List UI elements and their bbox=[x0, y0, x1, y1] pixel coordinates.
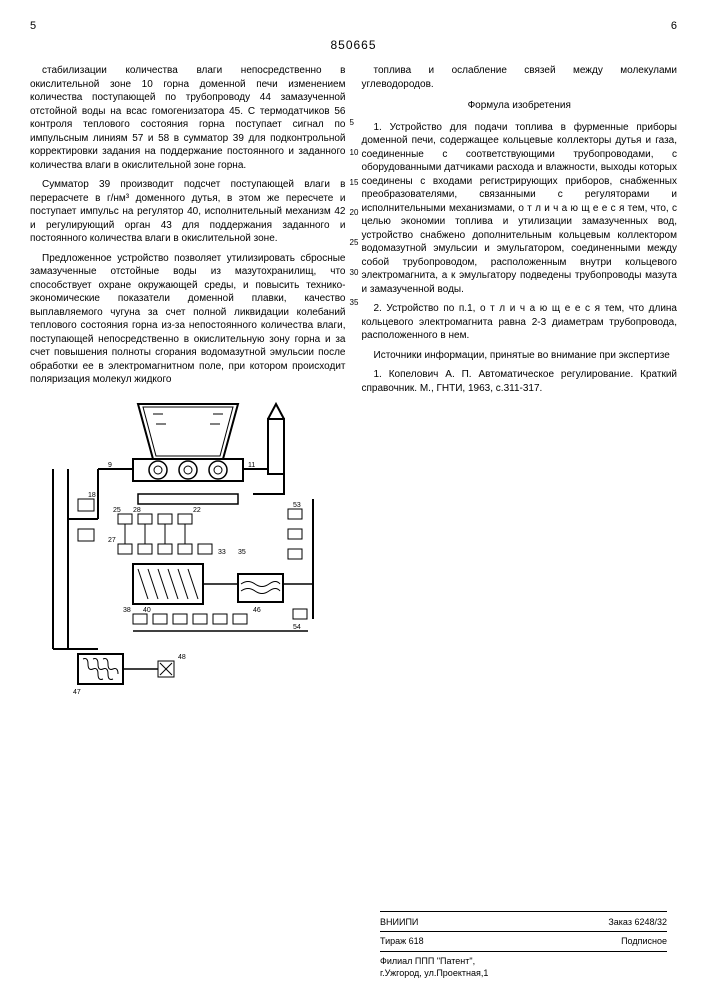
footer-order: Заказ 6248/32 bbox=[608, 916, 667, 929]
svg-text:33: 33 bbox=[218, 549, 226, 556]
svg-text:18: 18 bbox=[88, 492, 96, 499]
page-number-right: 6 bbox=[671, 20, 677, 32]
ln-35: 35 bbox=[350, 288, 359, 318]
svg-text:9: 9 bbox=[108, 462, 112, 469]
right-p2: 2. Устройство по п.1, о т л и ч а ю щ е … bbox=[362, 302, 678, 343]
left-p2: Сумматор 39 производит подсчет поступающ… bbox=[30, 178, 346, 246]
svg-text:40: 40 bbox=[143, 607, 151, 614]
svg-text:38: 38 bbox=[123, 607, 131, 614]
footer-line2: Тираж 618 Подписное bbox=[380, 935, 667, 952]
svg-text:22: 22 bbox=[193, 507, 201, 514]
page-number-left: 5 bbox=[30, 20, 36, 32]
document-number: 850665 bbox=[30, 38, 677, 52]
svg-text:53: 53 bbox=[293, 502, 301, 509]
page-numbers-row: 5 6 bbox=[30, 20, 677, 32]
svg-text:25: 25 bbox=[113, 507, 121, 514]
svg-text:27: 27 bbox=[108, 537, 116, 544]
left-column: стабилизации количества влаги непосредст… bbox=[30, 64, 346, 699]
schematic-figure: 9 11 18 25 28 22 27 33 35 38 40 46 47 48… bbox=[30, 399, 346, 699]
right-p1: 1. Устройство для подачи топлива в фурме… bbox=[362, 121, 678, 297]
svg-text:47: 47 bbox=[73, 689, 81, 696]
right-column: 5 10 15 20 25 30 35 топлива и ослабление… bbox=[362, 64, 678, 699]
text-columns: стабилизации количества влаги непосредст… bbox=[30, 64, 677, 699]
patent-page: 5 6 850665 стабилизации количества влаги… bbox=[0, 0, 707, 1000]
footer-tirazh: Тираж 618 bbox=[380, 935, 424, 948]
footer-org: ВНИИПИ bbox=[380, 916, 418, 929]
svg-text:54: 54 bbox=[293, 624, 301, 631]
svg-text:48: 48 bbox=[178, 654, 186, 661]
svg-text:11: 11 bbox=[248, 462, 255, 469]
ln-15: 15 bbox=[350, 168, 359, 198]
ln-30: 30 bbox=[350, 258, 359, 288]
footer-block: ВНИИПИ Заказ 6248/32 Тираж 618 Подписное… bbox=[380, 911, 667, 980]
left-p3: Предложенное устройство позволяет утилиз… bbox=[30, 252, 346, 387]
right-p0: топлива и ослабление связей между молеку… bbox=[362, 64, 678, 91]
footer-line1: ВНИИПИ Заказ 6248/32 bbox=[380, 916, 667, 933]
footer-branch: Филиал ППП "Патент", bbox=[380, 955, 667, 968]
svg-text:35: 35 bbox=[238, 549, 246, 556]
reference-1: 1. Копелович А. П. Автоматическое регули… bbox=[362, 368, 678, 395]
svg-text:46: 46 bbox=[253, 607, 261, 614]
line-numbers: 5 10 15 20 25 30 35 bbox=[350, 108, 359, 318]
ln-5: 5 bbox=[350, 108, 359, 138]
footer-address: г.Ужгород, ул.Проектная,1 bbox=[380, 967, 667, 980]
formula-title: Формула изобретения bbox=[362, 99, 678, 113]
left-p1: стабилизации количества влаги непосредст… bbox=[30, 64, 346, 172]
schematic-svg: 9 11 18 25 28 22 27 33 35 38 40 46 47 48… bbox=[38, 399, 338, 699]
ln-25: 25 bbox=[350, 228, 359, 258]
ln-20: 20 bbox=[350, 198, 359, 228]
sources-title: Источники информации, принятые во вниман… bbox=[362, 349, 678, 363]
ln-10: 10 bbox=[350, 138, 359, 168]
footer-sub: Подписное bbox=[621, 935, 667, 948]
svg-text:28: 28 bbox=[133, 507, 141, 514]
